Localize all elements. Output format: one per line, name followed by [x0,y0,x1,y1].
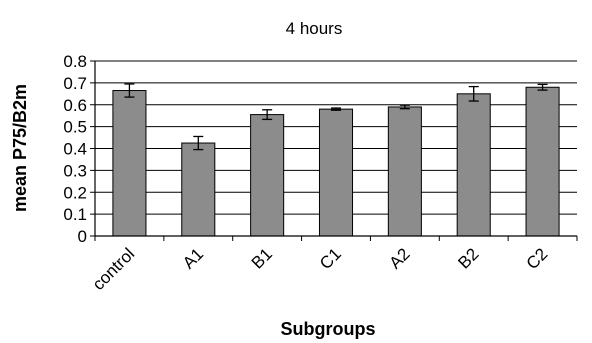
y-tick-label: 0.3 [63,161,87,180]
y-tick-label: 0.8 [63,52,87,71]
y-tick-label: 0.5 [63,118,87,137]
error-bars-group [124,83,548,151]
x-tick-label: C1 [316,244,345,273]
bar [250,114,285,237]
bar [387,106,422,237]
x-tick-label: B2 [454,244,482,272]
y-axis-label: mean P75/B2m [10,84,30,212]
bar [181,142,216,237]
bars-group [112,86,560,237]
bar [525,86,560,237]
y-tick-labels: 0 0.1 0.2 0.3 0.4 0.5 0.6 0.7 0.8 [63,52,87,246]
chart-title: 4 hours [286,19,343,38]
y-tick-label: 0.7 [63,74,87,93]
x-tick-label: B1 [248,244,276,272]
x-tick-label: A1 [179,244,207,272]
y-tick-label: 0.1 [63,205,87,224]
y-tick-label: 0 [78,227,87,246]
y-tick-label: 0.4 [63,140,87,159]
y-tick-label: 0.6 [63,96,87,115]
bar [112,90,147,237]
y-tick-label: 0.2 [63,183,87,202]
x-axis-label: Subgroups [281,319,376,339]
x-tick-label: C2 [523,244,552,273]
x-tick-labels: control A1 B1 C1 A2 B2 C2 [89,244,552,294]
x-tick-label: A2 [386,244,414,272]
bar [456,93,491,237]
x-tick-label: control [89,244,139,294]
axes [90,60,578,241]
bar [318,108,354,237]
